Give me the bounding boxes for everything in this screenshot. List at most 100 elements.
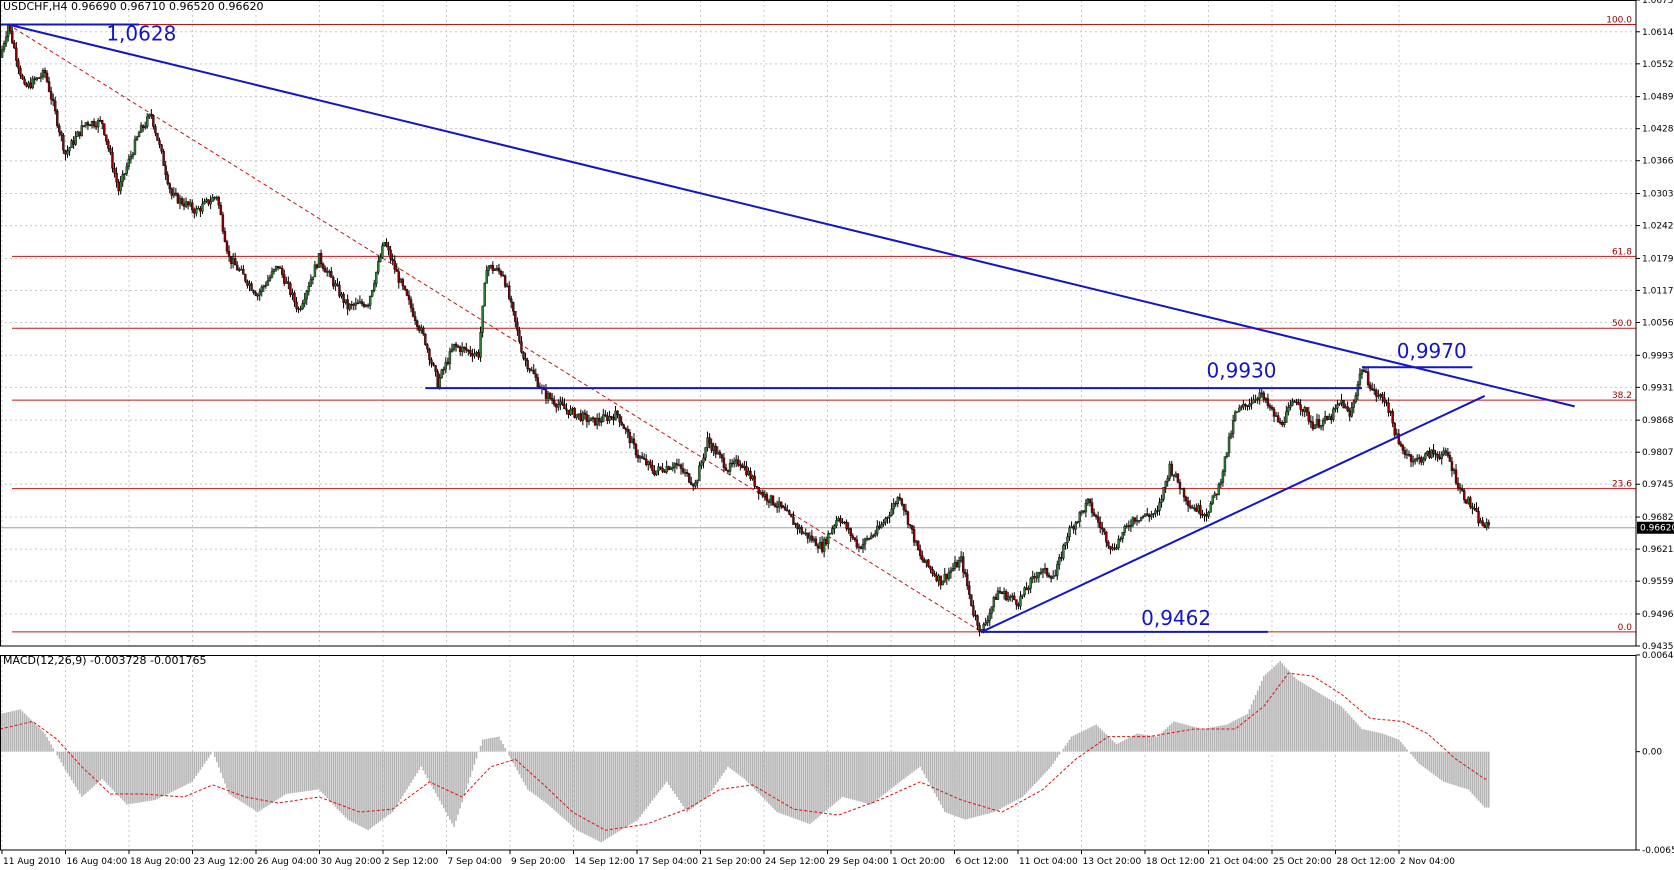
candle-body bbox=[129, 156, 133, 160]
candle bbox=[444, 357, 448, 374]
chart-frame bbox=[0, 0, 1637, 851]
candle bbox=[808, 531, 812, 543]
candle bbox=[679, 463, 683, 475]
candle-body bbox=[454, 343, 458, 347]
candle-body bbox=[544, 389, 548, 399]
candle-body bbox=[675, 463, 679, 466]
candle-body bbox=[86, 122, 90, 126]
candle bbox=[317, 253, 321, 268]
candle-body bbox=[469, 350, 472, 354]
candle bbox=[1332, 406, 1335, 422]
time-tick-label: 18 Oct 12:00 bbox=[1146, 857, 1205, 867]
candle bbox=[338, 281, 341, 299]
candle bbox=[534, 368, 537, 382]
candle-body bbox=[908, 524, 912, 526]
fib-level-label: 38.2 bbox=[1612, 391, 1632, 401]
candle-body bbox=[1143, 513, 1147, 517]
candle-body bbox=[757, 486, 760, 494]
candle bbox=[454, 341, 458, 352]
macd-grid bbox=[1, 655, 1400, 850]
candle-body bbox=[998, 590, 1002, 593]
candle bbox=[841, 518, 844, 525]
candle bbox=[796, 522, 799, 535]
candle-body bbox=[906, 511, 910, 525]
candle bbox=[268, 274, 272, 282]
candle-body bbox=[612, 417, 615, 421]
candle bbox=[657, 463, 660, 476]
candle-body bbox=[843, 521, 846, 524]
candle bbox=[640, 452, 644, 459]
fibonacci-levels: 100.061.850.038.223.60.0 bbox=[7, 15, 1636, 633]
candle-body bbox=[495, 267, 499, 270]
price-tick-label: 0.96825 bbox=[1642, 513, 1674, 523]
candle-body bbox=[1133, 517, 1137, 522]
candle bbox=[1070, 521, 1073, 529]
candle bbox=[356, 299, 360, 305]
macd-tick-label: 0.00 bbox=[1642, 748, 1662, 758]
candle-body bbox=[718, 451, 722, 455]
candle bbox=[137, 130, 141, 138]
candle-body bbox=[966, 573, 969, 586]
candle-body bbox=[1422, 458, 1425, 463]
candle bbox=[998, 586, 1002, 594]
price-tick-label: 1.04280 bbox=[1642, 125, 1674, 135]
candle-body bbox=[589, 417, 593, 422]
candle-body bbox=[1283, 422, 1286, 425]
candle bbox=[39, 72, 43, 83]
candle bbox=[1096, 511, 1100, 528]
candle-body bbox=[737, 459, 740, 466]
candle bbox=[798, 524, 801, 534]
candle-body bbox=[195, 208, 198, 214]
candle-body bbox=[66, 150, 69, 155]
candle-body bbox=[1418, 457, 1421, 459]
candle bbox=[348, 303, 351, 312]
candle-body bbox=[270, 271, 274, 278]
candle-body bbox=[941, 580, 944, 586]
candle bbox=[753, 470, 756, 489]
candle bbox=[101, 119, 104, 130]
candle bbox=[1401, 443, 1405, 455]
candle bbox=[1101, 521, 1104, 536]
candle bbox=[878, 521, 881, 530]
candle bbox=[681, 462, 685, 475]
candle-body bbox=[137, 132, 141, 138]
candle-body bbox=[1281, 422, 1284, 425]
candle bbox=[96, 118, 100, 133]
candle-body bbox=[236, 264, 239, 271]
candle bbox=[270, 267, 274, 279]
candle bbox=[264, 281, 268, 289]
candle bbox=[1068, 525, 1071, 541]
candle bbox=[6, 23, 10, 42]
candle bbox=[714, 443, 717, 459]
candle-body bbox=[1197, 505, 1200, 512]
candle bbox=[276, 265, 280, 271]
candle bbox=[843, 521, 846, 525]
candle-body bbox=[1078, 512, 1081, 522]
candle bbox=[1301, 409, 1304, 417]
candle bbox=[1023, 586, 1026, 598]
candle bbox=[199, 206, 202, 217]
candle-body bbox=[1180, 488, 1184, 490]
candle-body bbox=[775, 506, 779, 508]
candle bbox=[687, 472, 691, 484]
candle bbox=[845, 519, 848, 532]
candle-body bbox=[1460, 489, 1464, 491]
candle-body bbox=[1006, 596, 1010, 601]
candle bbox=[735, 454, 738, 468]
candle-body bbox=[401, 279, 405, 287]
fib-level-label: 61.8 bbox=[1612, 247, 1632, 257]
time-tick-label: 11 Oct 04:00 bbox=[1019, 857, 1078, 867]
candle bbox=[432, 362, 435, 367]
candle-body bbox=[368, 295, 372, 306]
candle bbox=[362, 301, 366, 309]
candle bbox=[1225, 452, 1229, 459]
candle-body bbox=[937, 575, 940, 582]
candle-body bbox=[364, 304, 368, 307]
candle-body bbox=[348, 304, 351, 310]
candle bbox=[440, 368, 443, 379]
candle bbox=[743, 460, 746, 471]
candle bbox=[1411, 455, 1415, 467]
candle bbox=[215, 195, 218, 201]
candle bbox=[446, 357, 450, 366]
candle bbox=[1307, 406, 1311, 425]
